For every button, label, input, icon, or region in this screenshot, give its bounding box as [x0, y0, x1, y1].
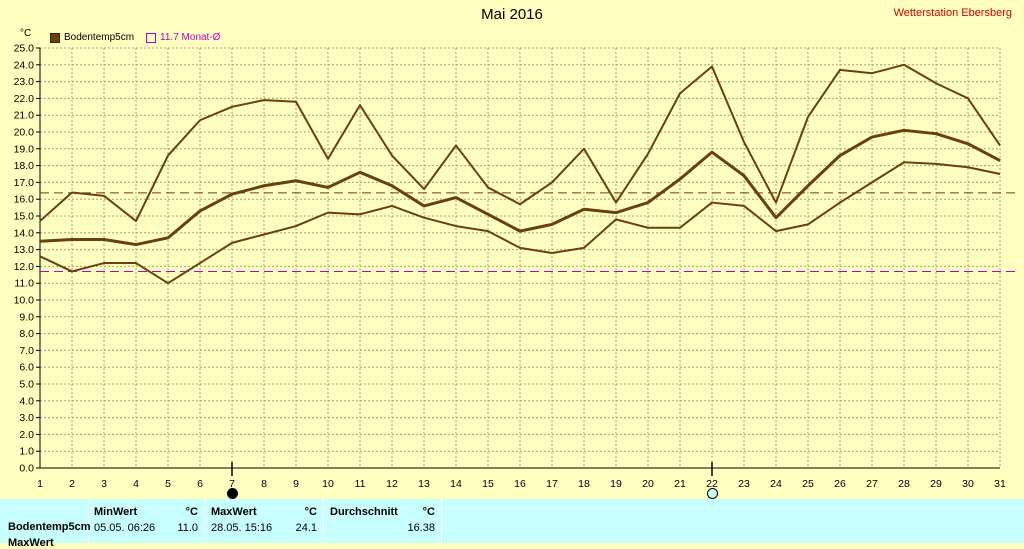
y-tick-label: 19.0 — [14, 143, 35, 155]
y-tick-label: 16.0 — [14, 194, 35, 206]
x-tick-label: 15 — [482, 478, 494, 490]
x-tick-label: 21 — [674, 478, 686, 490]
new-moon-icon — [707, 488, 718, 499]
max-unit: °C — [304, 506, 317, 518]
x-tick-label: 27 — [866, 478, 878, 490]
legend-swatch-average — [146, 32, 157, 43]
x-tick-label: 25 — [802, 478, 814, 490]
legend-series-label: Bodentemp5cm — [64, 32, 135, 43]
x-tick-label: 14 — [450, 478, 462, 490]
min-value: 11.0 — [177, 522, 198, 534]
y-tick-label: 8.0 — [19, 328, 34, 340]
x-tick-label: 28 — [898, 478, 910, 490]
y-tick-label: 20.0 — [14, 127, 35, 139]
y-tick-label: 0.0 — [19, 463, 34, 475]
legend-average-label: 11.7 Monat-Ø — [160, 32, 221, 43]
y-tick-label: 24.0 — [14, 59, 35, 71]
x-tick-label: 17 — [546, 478, 558, 490]
x-tick-label: 11 — [355, 478, 366, 490]
x-tick-label: 2 — [69, 478, 75, 490]
x-tick-label: 4 — [133, 478, 139, 490]
series-line-max — [39, 63, 1001, 223]
full-moon-icon — [227, 488, 238, 499]
y-tick-label: 21.0 — [14, 110, 35, 122]
series-line-mean — [39, 128, 1001, 247]
y-tick-label: 5.0 — [19, 379, 34, 391]
x-tick-label: 8 — [261, 478, 267, 490]
stats-avg-cell: Durchschnitt °C 16.38 — [324, 499, 442, 543]
y-tick-label: 14.0 — [14, 227, 35, 239]
max-value: 24.1 — [295, 522, 317, 534]
y-axis-unit: °C — [20, 28, 32, 39]
x-tick-label: 3 — [101, 478, 107, 490]
y-tick-label: 4.0 — [19, 395, 34, 407]
x-tick-label: 20 — [642, 478, 654, 490]
legend: Bodentemp5cm 11.7 Monat-Ø — [50, 32, 220, 43]
x-tick-label: 26 — [834, 478, 846, 490]
y-tick-label: 11.0 — [14, 278, 34, 290]
min-date: 05.05. 06:26 — [94, 522, 156, 534]
x-tick-label: 7 — [229, 478, 235, 490]
x-tick-label: 29 — [930, 478, 942, 490]
x-tick-label: 10 — [322, 478, 334, 490]
y-tick-label: 7.0 — [19, 345, 34, 357]
stats-row-label: Bodentemp5cm — [8, 521, 91, 533]
y-tick-label: 1.0 — [19, 446, 34, 458]
max-date: 28.05. 15:16 — [211, 522, 273, 534]
min-header: MinWert — [94, 506, 138, 518]
y-tick-label: 12.0 — [14, 261, 35, 273]
x-tick-label: 9 — [293, 478, 299, 490]
y-tick-label: 25.0 — [14, 43, 35, 55]
chart-title: Mai 2016 — [481, 6, 543, 23]
y-tick-label: 6.0 — [19, 362, 34, 374]
x-tick-label: 12 — [386, 478, 398, 490]
stats-min-cell: MinWert °C 05.05. 06:26 11.0 — [89, 499, 205, 543]
x-tick-label: 13 — [418, 478, 430, 490]
y-tick-label: 18.0 — [14, 160, 35, 172]
avg-header: Durchschnitt — [330, 506, 398, 518]
y-tick-label: 3.0 — [19, 412, 34, 424]
x-tick-label: 16 — [514, 478, 526, 490]
max-header: MaxWert — [211, 506, 257, 518]
avg-unit: °C — [422, 506, 435, 518]
y-tick-label: 10.0 — [14, 295, 35, 307]
y-tick-label: 9.0 — [19, 311, 34, 323]
y-tick-label: 2.0 — [19, 429, 34, 441]
x-tick-label: 19 — [610, 478, 622, 490]
x-tick-label: 31 — [994, 478, 1006, 490]
avg-value: 16.38 — [407, 522, 435, 534]
stats-max-cell: MaxWert °C 28.05. 15:16 24.1 — [205, 499, 324, 543]
chart-canvas: 0.01.02.03.04.05.06.07.08.09.010.011.012… — [14, 43, 1020, 490]
stats-row-label-2: MaxWert — [8, 537, 54, 549]
station-name: Wetterstation Ebersberg — [893, 7, 1012, 19]
legend-swatch-series — [50, 32, 60, 43]
x-tick-label: 23 — [738, 478, 750, 490]
x-tick-label: 5 — [165, 478, 171, 490]
x-tick-label: 1 — [37, 478, 43, 490]
x-tick-label: 6 — [197, 478, 203, 490]
y-tick-label: 17.0 — [14, 177, 35, 189]
x-tick-label: 24 — [770, 478, 782, 490]
x-tick-label: 30 — [962, 478, 974, 490]
y-tick-label: 15.0 — [14, 211, 35, 223]
x-tick-label: 22 — [706, 478, 718, 490]
x-tick-label: 18 — [578, 478, 590, 490]
min-unit: °C — [185, 506, 198, 518]
stats-label-cell: Bodentemp5cm MaxWert — [0, 499, 91, 549]
y-tick-label: 22.0 — [14, 93, 35, 105]
y-tick-label: 13.0 — [14, 244, 35, 256]
series-line-min — [39, 161, 1001, 285]
stats-table: Bodentemp5cm MaxWert MinWert °C 05.05. 0… — [0, 499, 1024, 549]
y-tick-label: 23.0 — [14, 76, 35, 88]
